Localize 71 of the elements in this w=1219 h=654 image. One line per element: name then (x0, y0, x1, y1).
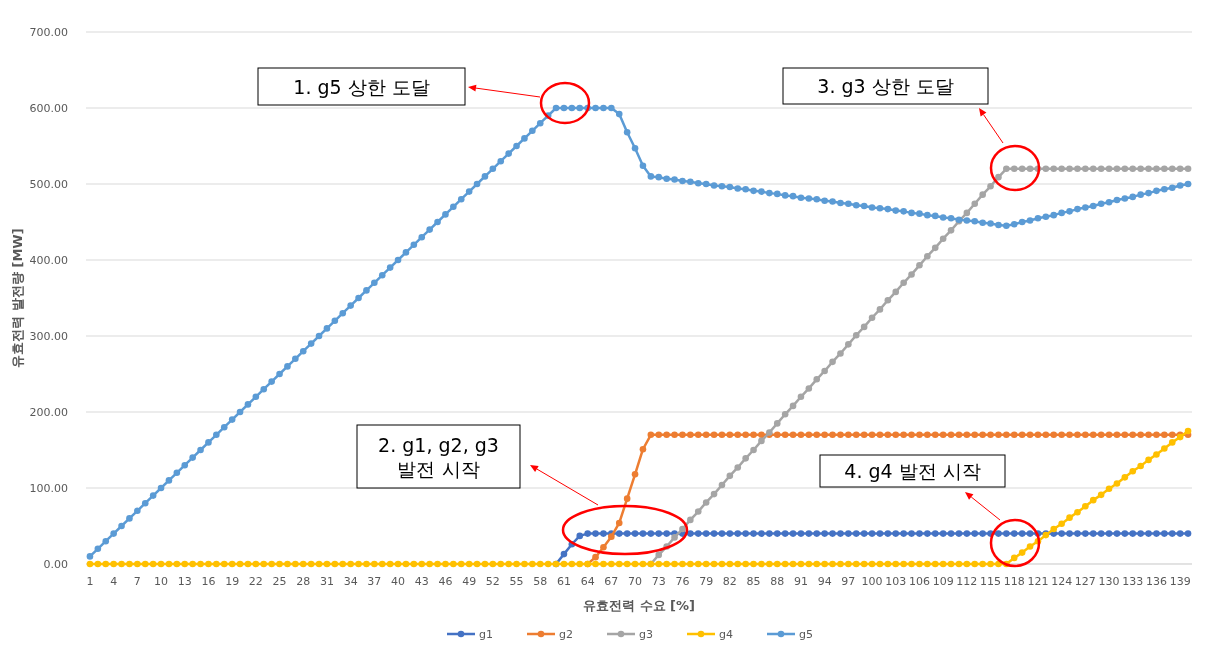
y-tick-label: 400.00 (29, 254, 68, 267)
x-tick-label: 118 (1003, 575, 1025, 588)
x-tick-label: 67 (604, 575, 619, 588)
y-tick-label: 0.00 (43, 558, 68, 571)
x-tick-label: 1 (86, 575, 94, 588)
x-tick-label: 127 (1074, 575, 1096, 588)
x-tick-label: 97 (841, 575, 856, 588)
x-tick-label: 4 (110, 575, 118, 588)
x-tick-label: 103 (885, 575, 907, 588)
x-tick-label: 10 (154, 575, 169, 588)
legend-g2: g2 (527, 628, 573, 641)
x-tick-label: 64 (580, 575, 595, 588)
x-tick-label: 37 (367, 575, 382, 588)
x-tick-label: 115 (980, 575, 1002, 588)
x-tick-label: 100 (861, 575, 883, 588)
x-tick-label: 52 (485, 575, 500, 588)
legend-g1: g1 (447, 628, 493, 641)
legend-label: g2 (559, 628, 573, 641)
x-tick-label: 109 (932, 575, 954, 588)
x-tick-label: 112 (956, 575, 978, 588)
legend-label: g5 (799, 628, 813, 641)
y-tick-label: 100.00 (29, 482, 68, 495)
x-tick-label: 130 (1098, 575, 1120, 588)
x-tick-label: 46 (438, 575, 453, 588)
x-tick-label: 82 (722, 575, 737, 588)
x-tick-label: 133 (1122, 575, 1144, 588)
x-tick-label: 124 (1051, 575, 1073, 588)
annotation: 2. g1, g2, g3 발전 시작 (378, 433, 499, 480)
x-tick-label: 31 (319, 575, 334, 588)
annotation: 4. g4 발전 시작 (844, 460, 981, 482)
y-tick-label: 500.00 (29, 178, 68, 191)
legend-g4: g4 (687, 628, 733, 641)
y-tick-label: 600.00 (29, 102, 68, 115)
x-tick-label: 19 (225, 575, 240, 588)
legend-label: g4 (719, 628, 733, 641)
x-tick-label: 121 (1027, 575, 1049, 588)
annotation: 1. g5 상한 도달 (293, 75, 430, 98)
x-tick-label: 22 (248, 575, 263, 588)
x-tick-label: 61 (556, 575, 571, 588)
legend-label: g1 (479, 628, 493, 641)
legend-g3: g3 (607, 628, 653, 641)
x-tick-label: 34 (343, 575, 358, 588)
annotation: 3. g3 상한 도달 (817, 75, 954, 97)
x-tick-label: 55 (509, 575, 524, 588)
legend-g5: g5 (767, 628, 813, 641)
x-tick-label: 49 (462, 575, 477, 588)
x-tick-label: 91 (793, 575, 808, 588)
y-tick-label: 200.00 (29, 406, 68, 419)
y-tick-label: 300.00 (29, 330, 68, 343)
x-tick-label: 70 (628, 575, 643, 588)
legend-label: g3 (639, 628, 653, 641)
x-tick-label: 25 (272, 575, 287, 588)
x-tick-label: 76 (675, 575, 690, 588)
x-axis-title: 유효전력 수요 [%] (583, 598, 695, 613)
y-tick-label: 700.00 (29, 26, 68, 39)
x-tick-label: 79 (699, 575, 714, 588)
x-tick-label: 7 (133, 575, 141, 588)
x-tick-label: 88 (770, 575, 785, 588)
x-tick-label: 58 (533, 575, 548, 588)
x-tick-label: 40 (391, 575, 406, 588)
x-tick-label: 136 (1145, 575, 1167, 588)
x-tick-label: 28 (296, 575, 311, 588)
x-tick-label: 43 (414, 575, 429, 588)
x-tick-label: 94 (817, 575, 832, 588)
y-axis-title: 유효전력 발전량 [MW] (10, 228, 25, 368)
x-tick-label: 106 (908, 575, 930, 588)
x-tick-label: 16 (201, 575, 216, 588)
x-tick-label: 73 (651, 575, 666, 588)
x-tick-label: 139 (1169, 575, 1191, 588)
x-tick-label: 13 (177, 575, 192, 588)
x-tick-label: 85 (746, 575, 761, 588)
